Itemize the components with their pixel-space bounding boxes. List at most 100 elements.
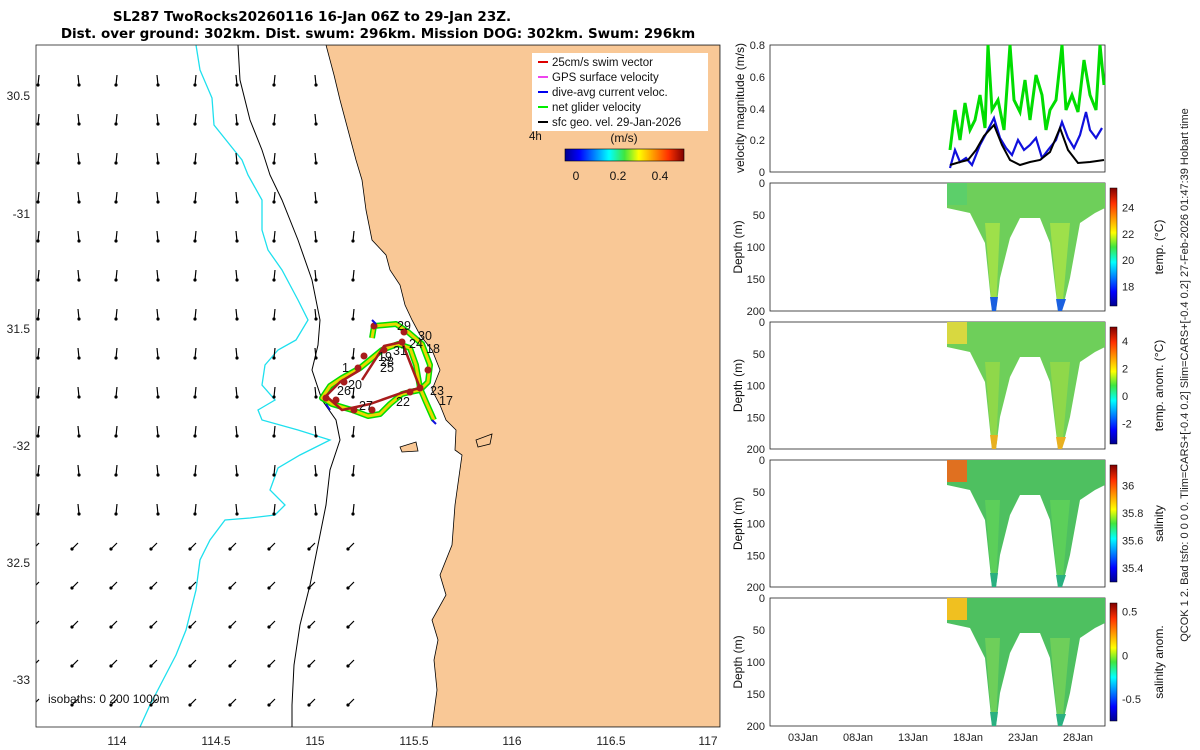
current-arrow-head — [188, 703, 192, 707]
map-xtick: 114.5 — [201, 734, 230, 748]
current-arrow — [273, 347, 276, 359]
glider-track — [319, 319, 437, 425]
current-arrow-head — [314, 512, 318, 516]
current-arrow-head — [77, 239, 81, 243]
section-dive-2 — [1050, 500, 1070, 587]
current-arrow-head — [346, 547, 350, 551]
current-arrow-head — [156, 395, 160, 399]
current-arrow — [115, 347, 118, 359]
current-arrow-head — [188, 625, 192, 629]
map-xtick: 116.5 — [596, 734, 625, 748]
current-arrow-head — [267, 703, 271, 707]
current-arrow-head — [36, 356, 40, 360]
current-arrow — [352, 425, 355, 437]
current-arrow — [314, 425, 317, 437]
current-arrow — [156, 308, 159, 320]
colorbar-tick: 22 — [1122, 229, 1134, 241]
section-deep-1 — [990, 297, 998, 311]
colorbar-label: temp. (°C) — [1152, 220, 1166, 275]
current-arrow — [115, 425, 118, 437]
current-arrow — [156, 347, 159, 359]
current-arrow-head — [228, 625, 232, 629]
colorbar-tick: 24 — [1122, 203, 1134, 215]
current-arrow — [115, 386, 118, 398]
track-label-20: 20 — [348, 378, 362, 392]
depth-tick: 150 — [747, 550, 765, 562]
colorbar-tick: -0.5 — [1122, 694, 1141, 706]
current-arrow — [37, 152, 40, 164]
current-arrow-head — [193, 239, 197, 243]
section-colorbar — [1109, 602, 1118, 722]
current-arrow — [314, 230, 317, 242]
current-arrow-head — [70, 664, 74, 668]
track-label-24: 24 — [409, 337, 423, 351]
current-arrow-head — [314, 395, 318, 399]
vel-ylabel: velocity magnitude (m/s) — [733, 43, 747, 173]
current-arrow-head — [36, 200, 40, 204]
current-arrow — [273, 191, 276, 203]
map-frame — [35, 44, 721, 728]
series-net-glider-velocity — [948, 44, 1106, 151]
current-arrow-head — [228, 586, 232, 590]
track-label-1: 1 — [342, 361, 349, 375]
current-arrow — [156, 191, 159, 203]
current-arrow-head — [36, 434, 40, 438]
vel-ytick: 0.4 — [750, 104, 765, 116]
current-arrow — [314, 503, 317, 515]
current-arrow — [194, 464, 197, 476]
current-arrow-head — [272, 200, 276, 204]
current-arrow-head — [156, 83, 160, 87]
current-arrow-head — [156, 200, 160, 204]
current-arrow-head — [267, 586, 271, 590]
current-arrow — [235, 113, 238, 125]
current-arrow — [314, 386, 317, 398]
current-arrow-head — [193, 473, 197, 477]
current-arrow-head — [235, 239, 239, 243]
current-arrow-head — [188, 547, 192, 551]
map-xtick: 115 — [305, 734, 324, 748]
current-arrow — [115, 464, 118, 476]
current-arrow-head — [346, 664, 350, 668]
colorbar-tick: 35.8 — [1122, 508, 1143, 520]
depth-label: Depth (m) — [731, 635, 745, 688]
section-deep-1 — [990, 573, 998, 587]
current-arrow — [314, 113, 317, 125]
current-arrow-head — [314, 239, 318, 243]
map-ytick: 31.5 — [7, 322, 31, 336]
depth-tick: 150 — [747, 412, 765, 424]
current-arrow — [273, 152, 276, 164]
colorbar-tick: 18 — [1122, 281, 1134, 293]
current-arrow — [235, 308, 238, 320]
current-arrow-head — [314, 83, 318, 87]
current-arrow — [37, 230, 40, 242]
track-label-27: 27 — [359, 399, 373, 413]
section-dive-1 — [985, 500, 1000, 587]
current-arrow-head — [351, 473, 355, 477]
current-arrow — [37, 191, 40, 203]
current-arrow-head — [31, 625, 34, 628]
current-arrow-head — [228, 703, 232, 707]
current-arrow-head — [314, 317, 318, 321]
section-panel-2: 0 50 100 150 200 Depth (m) 36 35.8 35.6 35.4 salin… — [731, 455, 1166, 594]
depth-tick: 100 — [747, 242, 765, 254]
current-arrow — [352, 347, 355, 359]
section-colorbar — [1109, 187, 1118, 307]
section-field — [947, 460, 1105, 587]
legend-label-gps: GPS surface velocity — [552, 72, 659, 84]
current-arrow-head — [31, 664, 34, 667]
section-deep-2 — [1056, 575, 1066, 587]
time-tick: 23Jan — [1008, 732, 1038, 744]
current-arrow-head — [193, 356, 197, 360]
current-arrow — [36, 698, 40, 703]
map-panel: 29 30 31 24 18 19 1 28 25 26 20 27 22 23… — [7, 44, 721, 748]
map-legend: 25cm/s swim vector GPS surface velocity … — [529, 53, 708, 183]
map-ytick: 32.5 — [7, 556, 31, 570]
depth-tick: 0 — [759, 593, 765, 605]
section-surface-patch — [947, 322, 967, 344]
map-xtick: 117 — [698, 734, 717, 748]
track-label-25: 25 — [380, 361, 394, 375]
current-arrow — [314, 152, 317, 164]
depth-tick: 0 — [759, 455, 765, 467]
current-arrow — [156, 425, 159, 437]
